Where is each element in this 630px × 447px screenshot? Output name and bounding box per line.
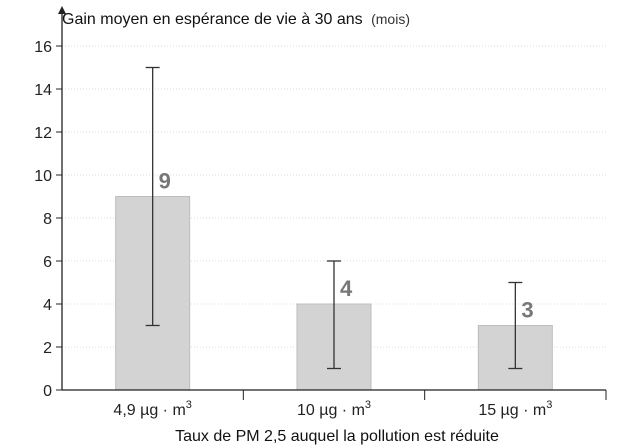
chart-title: Gain moyen en espérance de vie à 30 ans … xyxy=(62,11,410,28)
y-tick-label: 16 xyxy=(34,39,52,56)
x-axis-label: Taux de PM 2,5 auquel la pollution est r… xyxy=(175,428,499,445)
data-label: 9 xyxy=(159,169,171,194)
y-tick-label: 10 xyxy=(34,168,52,185)
x-tick-label-sup: 3 xyxy=(186,399,192,411)
error-bars xyxy=(145,66,523,370)
y-tick-label: 0 xyxy=(43,383,52,400)
x-tick-label-sup: 3 xyxy=(365,399,371,411)
chart-title-unit: (mois) xyxy=(371,11,410,27)
data-labels: 9 4 3 xyxy=(159,169,534,323)
y-tick-label: 8 xyxy=(43,211,52,228)
x-tick-label: 10 µg · m3 xyxy=(297,399,371,419)
y-axis-ticks: 0 2 4 6 8 10 12 14 16 xyxy=(34,39,62,400)
x-tick-label-main: 10 µg · m xyxy=(297,402,365,419)
y-tick-label: 4 xyxy=(43,297,52,314)
y-tick-label: 14 xyxy=(34,82,52,99)
data-label: 3 xyxy=(521,298,533,323)
y-tick-label: 6 xyxy=(43,254,52,271)
x-tick-label-sup: 3 xyxy=(546,399,552,411)
chart-title-main: Gain moyen en espérance de vie à 30 ans xyxy=(62,11,363,28)
y-tick-label: 2 xyxy=(43,340,52,357)
data-label: 4 xyxy=(340,276,353,301)
x-tick-label-main: 4,9 µg · m xyxy=(113,402,185,419)
x-tick-label-main: 15 µg · m xyxy=(478,402,546,419)
y-tick-label: 12 xyxy=(34,125,52,142)
y-axis-arrow-icon xyxy=(58,6,66,14)
x-tick-label: 15 µg · m3 xyxy=(478,399,552,419)
x-axis-ticks: 4,9 µg · m3 10 µg · m3 15 µg · m3 xyxy=(113,390,607,419)
x-tick-label: 4,9 µg · m3 xyxy=(113,399,191,419)
